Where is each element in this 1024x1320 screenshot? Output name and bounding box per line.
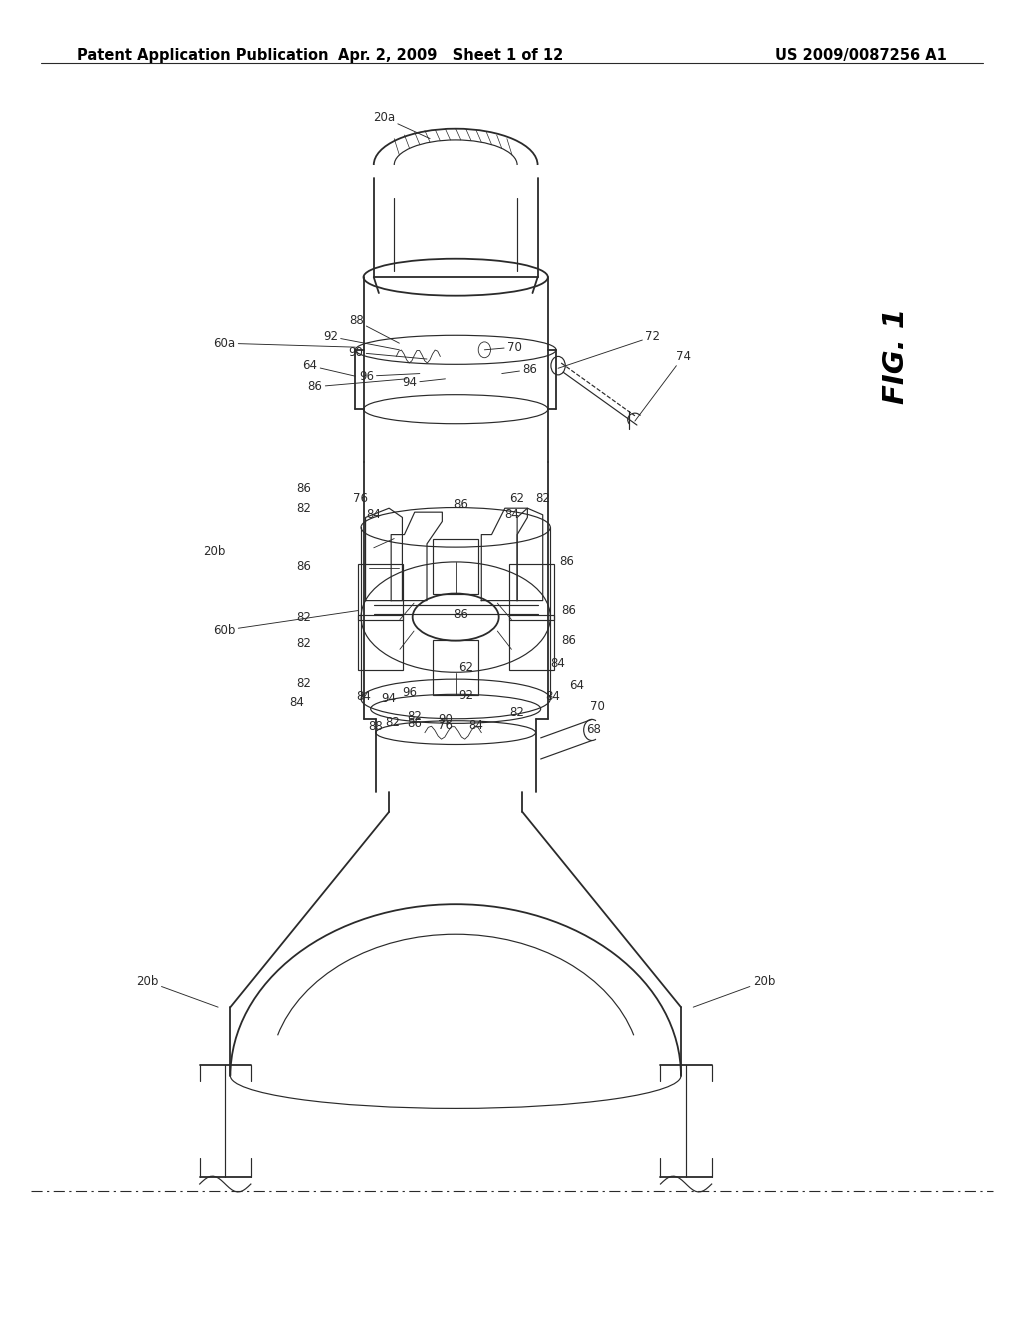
Text: 76: 76: [438, 719, 453, 731]
Text: 20b: 20b: [203, 545, 225, 557]
Text: 84: 84: [505, 508, 519, 521]
Text: 86: 86: [561, 635, 575, 647]
Text: 86: 86: [408, 717, 422, 730]
Text: 64: 64: [302, 359, 355, 376]
Text: 64: 64: [569, 680, 584, 692]
Text: 84: 84: [469, 719, 483, 731]
Text: 82: 82: [536, 492, 550, 506]
Text: 82: 82: [297, 502, 311, 515]
Text: 74: 74: [635, 350, 691, 421]
Text: 88: 88: [349, 314, 399, 343]
Text: 82: 82: [297, 677, 311, 689]
Text: 72: 72: [558, 330, 660, 368]
Text: 84: 84: [551, 657, 565, 669]
Text: 82: 82: [297, 638, 311, 649]
Text: 68: 68: [587, 723, 601, 737]
Text: 76: 76: [353, 492, 368, 506]
Text: 86: 86: [502, 363, 538, 376]
Text: 92: 92: [459, 689, 473, 702]
Text: 92: 92: [323, 330, 399, 350]
Text: 86: 86: [297, 561, 311, 573]
Text: 62: 62: [510, 492, 524, 506]
Text: FIG. 1: FIG. 1: [882, 309, 910, 404]
Text: 84: 84: [367, 508, 381, 521]
Text: 82: 82: [510, 706, 524, 718]
Text: 86: 86: [307, 379, 407, 393]
Text: 82: 82: [408, 710, 422, 722]
Text: 86: 86: [454, 498, 468, 511]
Text: 20b: 20b: [693, 975, 775, 1007]
Text: 70: 70: [484, 341, 522, 354]
Text: 96: 96: [358, 370, 420, 383]
Text: 20a: 20a: [373, 111, 430, 139]
Text: 82: 82: [385, 717, 399, 729]
Text: 84: 84: [290, 697, 304, 709]
Text: Patent Application Publication: Patent Application Publication: [77, 48, 329, 62]
Text: 88: 88: [369, 719, 383, 733]
Text: US 2009/0087256 A1: US 2009/0087256 A1: [775, 48, 947, 62]
Text: 84: 84: [546, 690, 560, 702]
Text: 60b: 60b: [213, 610, 358, 636]
Text: 90: 90: [348, 346, 427, 359]
Text: Apr. 2, 2009   Sheet 1 of 12: Apr. 2, 2009 Sheet 1 of 12: [338, 48, 563, 62]
Text: 86: 86: [297, 482, 311, 495]
Text: 96: 96: [402, 686, 417, 700]
Text: 20b: 20b: [136, 975, 218, 1007]
Text: 86: 86: [561, 605, 575, 616]
Text: 82: 82: [297, 611, 311, 623]
Text: 60a: 60a: [213, 337, 355, 350]
Text: 94: 94: [402, 376, 445, 389]
Text: 70: 70: [590, 700, 604, 713]
Text: 86: 86: [559, 556, 573, 568]
Text: 84: 84: [356, 690, 371, 702]
Text: 90: 90: [438, 713, 453, 726]
Text: 86: 86: [454, 609, 468, 620]
Text: 94: 94: [382, 692, 396, 705]
Text: 62: 62: [459, 661, 473, 673]
